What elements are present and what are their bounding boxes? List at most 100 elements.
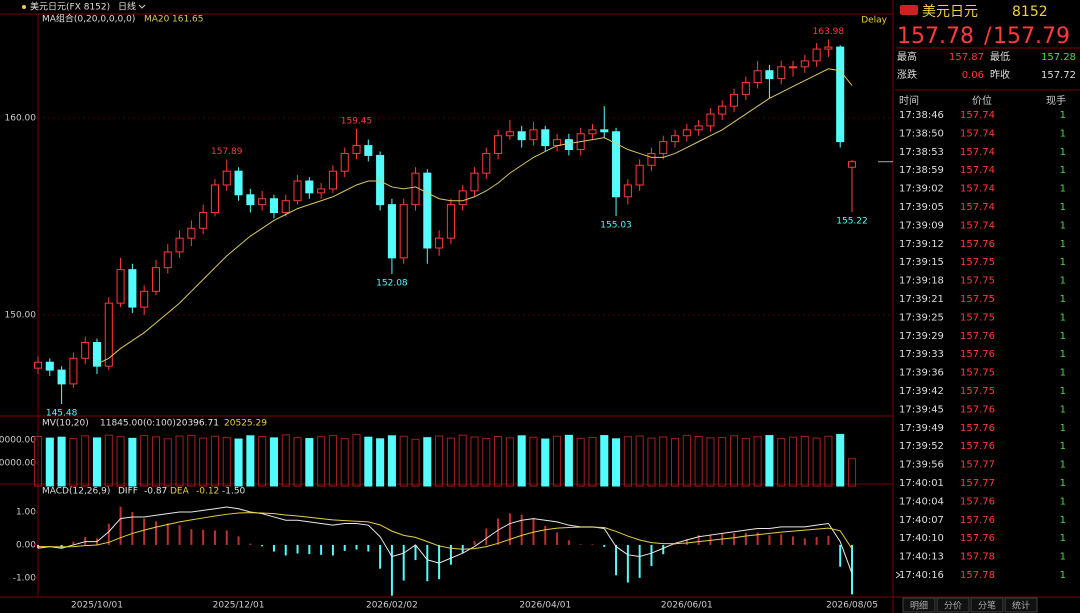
trade-cell: 17:39:52 [899, 441, 944, 452]
candle-body [847, 161, 857, 168]
volume-ma-value: 20396.71 [176, 419, 219, 429]
candle-body [765, 70, 774, 80]
tab-label[interactable]: 明细 [910, 600, 928, 612]
candle-body [269, 198, 278, 214]
trade-cell: 1 [1060, 184, 1066, 195]
candle-body [187, 227, 196, 239]
tab[interactable] [970, 597, 1004, 613]
volume-bar [470, 436, 479, 487]
candle-body [92, 342, 102, 367]
candle-body [399, 204, 408, 259]
stat-label: 涨跌 [897, 68, 917, 81]
volume-bar [128, 437, 137, 487]
trade-cell: 17:40:16 [899, 570, 944, 581]
tab-label[interactable]: 分笔 [978, 600, 996, 612]
volume-bar [293, 437, 302, 487]
volume-bar [269, 437, 278, 487]
trade-cell: 17:39:42 [899, 386, 944, 397]
candle-body [694, 125, 703, 131]
volume-bar [494, 435, 503, 487]
candle-body [163, 251, 172, 269]
volume-bar [210, 435, 219, 487]
candle-body [659, 141, 668, 154]
volume-bar [836, 433, 845, 487]
volume-bar [694, 435, 703, 487]
trade-cell: 157.74 [960, 220, 995, 231]
volume-bar [199, 437, 208, 487]
tab-label[interactable]: 统计 [1012, 600, 1030, 612]
volume-bar [446, 437, 455, 487]
extreme-label: 155.22 [836, 217, 868, 227]
tab[interactable] [902, 597, 936, 613]
volume-bar [517, 435, 526, 487]
volume-bar [399, 435, 408, 487]
trade-cell: 1 [1060, 552, 1066, 563]
stat-value: 157.87 [949, 52, 984, 63]
volume-bar [328, 435, 337, 487]
volume-bar [151, 436, 161, 487]
trade-cell: 1 [1060, 276, 1066, 287]
macd-line [38, 512, 853, 550]
y-tick-label: 10000.00 [0, 458, 36, 468]
macd-legend-name: DIFF [118, 487, 138, 497]
trade-cell: 1 [1060, 404, 1066, 415]
candle-body [140, 290, 149, 308]
trade-cell: 17:39:29 [899, 331, 944, 342]
volume-bar [281, 434, 290, 487]
trade-cell: 17:40:07 [899, 515, 944, 526]
candle-body [458, 190, 467, 206]
y-tick-label: 0.00 [16, 540, 36, 550]
trade-cell: 157.76 [960, 515, 995, 526]
candle-body [470, 172, 479, 192]
extreme-label: 145.48 [46, 408, 78, 418]
volume-bar [576, 437, 585, 487]
candle-body [364, 145, 373, 156]
trade-cell: 157.78 [960, 552, 995, 563]
trade-cell: 157.76 [960, 496, 995, 507]
scroll-arrow[interactable] [895, 571, 901, 579]
tab[interactable] [936, 597, 970, 613]
trade-cell: 1 [1060, 441, 1066, 452]
candle-body [128, 269, 137, 308]
period-label[interactable]: 日线 [118, 1, 136, 13]
candle-body [293, 180, 302, 202]
trade-cell: 17:38:53 [899, 147, 944, 158]
candle-body [317, 188, 326, 194]
candle-body [81, 342, 90, 359]
candle-body [376, 154, 385, 206]
candle-body [234, 170, 243, 196]
extreme-label: 159.45 [341, 116, 373, 126]
x-tick-label: 2026/08/05 [826, 601, 878, 611]
volume-bar [222, 436, 231, 487]
macd-legend-name: DEA [170, 487, 190, 497]
period-chevron[interactable] [138, 4, 146, 9]
volume-bar [588, 436, 597, 487]
candle-body [33, 361, 43, 369]
ma-line [96, 68, 853, 365]
trade-cell: 17:39:25 [899, 312, 944, 323]
candle-body [564, 139, 573, 151]
candle-body [635, 164, 644, 186]
trade-cell: 1 [1060, 386, 1066, 397]
tab[interactable] [1004, 597, 1038, 613]
trade-cell: 1 [1060, 478, 1066, 489]
volume-bar [317, 436, 326, 487]
volume-bar [305, 438, 314, 487]
volume-bar [612, 438, 621, 487]
volume-bar [175, 435, 184, 487]
candle-body [199, 212, 208, 229]
volume-bar [246, 435, 255, 487]
volume-bar [45, 437, 54, 487]
trade-cell: 17:40:13 [899, 552, 944, 563]
trade-cell: 1 [1060, 147, 1066, 158]
tab-label[interactable]: 分价 [944, 601, 962, 612]
volume-bar [482, 438, 491, 487]
candle-body [411, 172, 420, 206]
candle-body [517, 131, 526, 141]
quote-separator: / [984, 24, 992, 49]
status-dot [22, 5, 26, 9]
candle-body [45, 361, 54, 371]
quote-ask: 157.79 [993, 24, 1070, 49]
